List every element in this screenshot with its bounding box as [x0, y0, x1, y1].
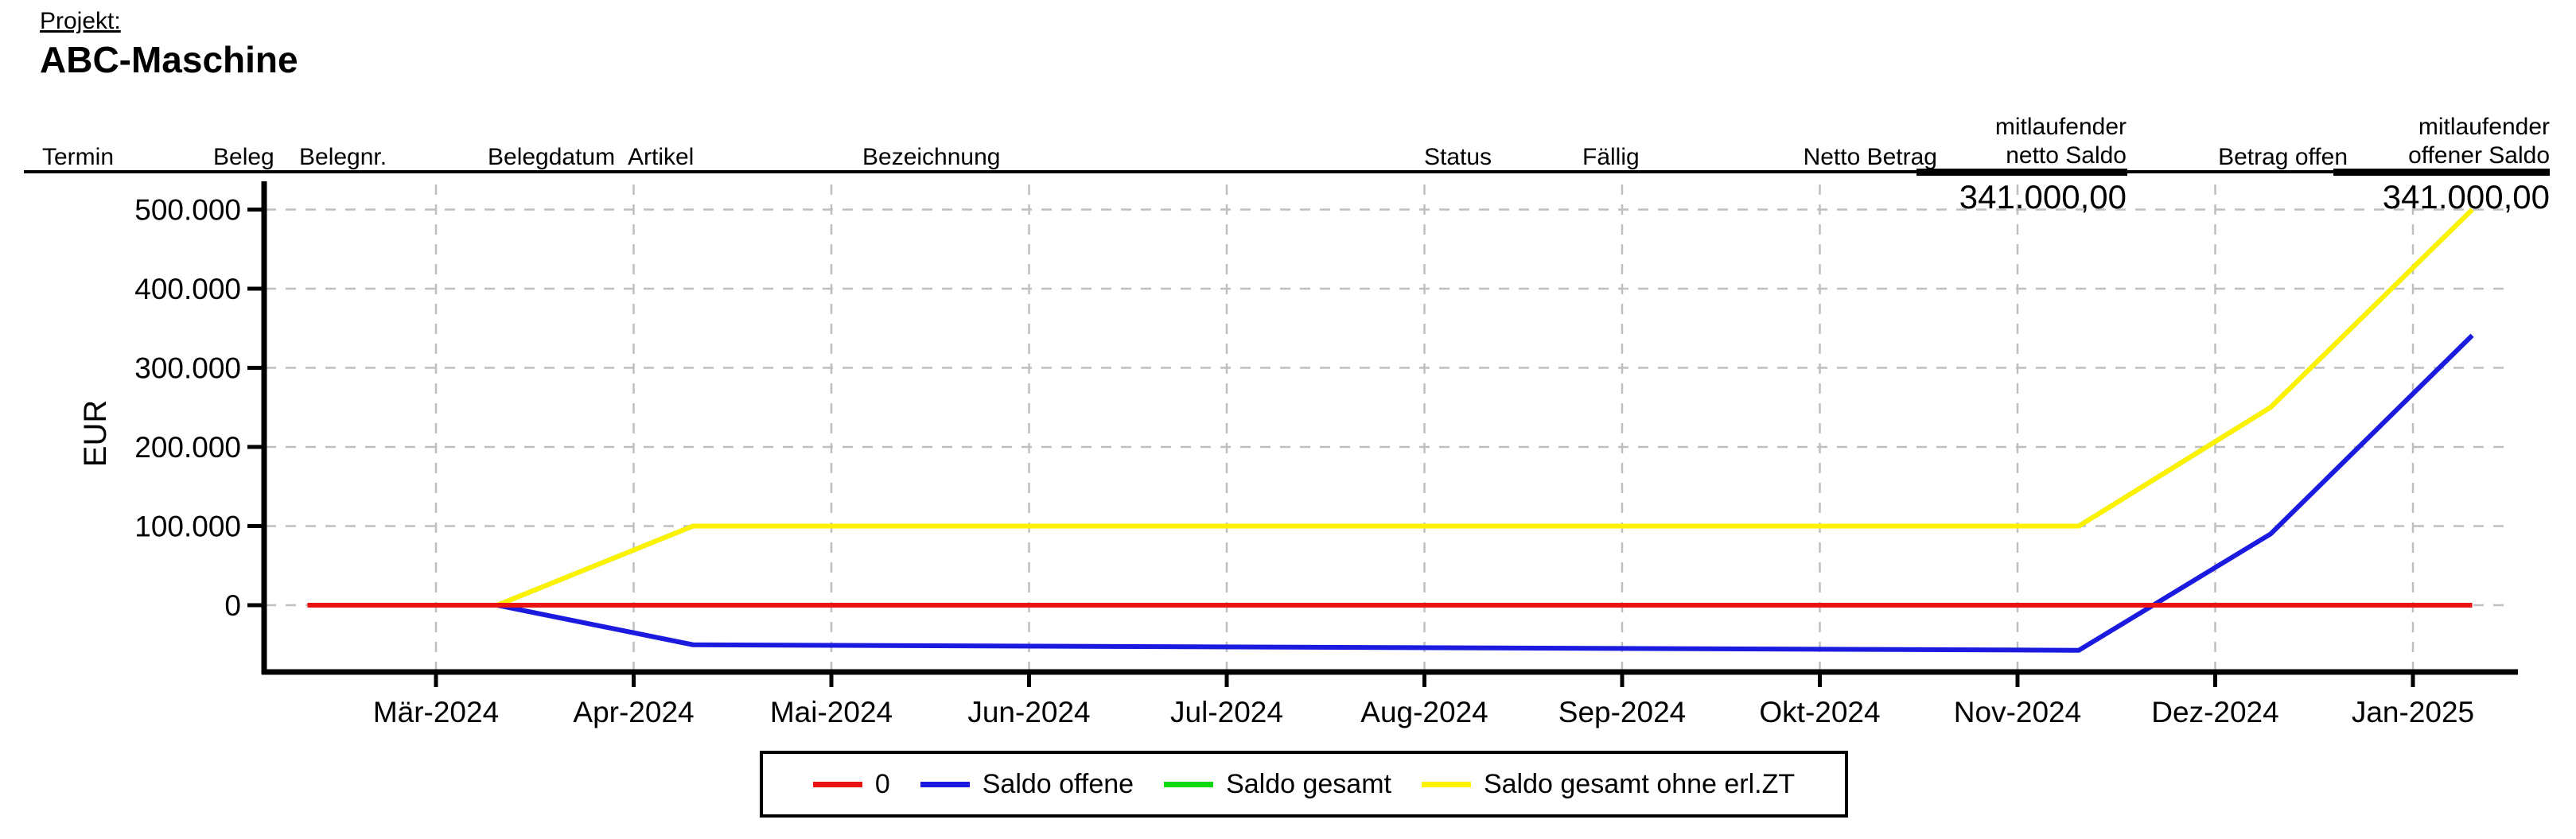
x-tick-label: Jul-2024 — [1170, 696, 1283, 728]
x-tick-label: Aug-2024 — [1360, 696, 1488, 728]
y-tick-label: 400.000 — [134, 273, 241, 305]
column-header-netto-betrag: Netto Betrag — [1803, 144, 1937, 170]
column-header-mitlaufender-offener-saldo: mitlaufender offener Saldo — [2408, 114, 2550, 169]
offener-saldo-underline-bar — [2333, 169, 2550, 176]
y-axis-title: EUR — [78, 400, 113, 467]
x-tick-label: Mai-2024 — [770, 696, 893, 728]
saldo-gesamt-ohne-erlzt-swatch-icon — [1421, 781, 1471, 787]
column-header-faellig: Fällig — [1582, 144, 1640, 170]
netto-saldo-underline-bar — [1916, 169, 2127, 176]
x-tick-label: Nov-2024 — [1954, 696, 2081, 728]
saldo-offene-swatch-icon — [920, 781, 970, 787]
column-header-status: Status — [1424, 144, 1492, 170]
y-tick-label: 0 — [224, 589, 241, 622]
column-header-termin: Termin — [42, 144, 115, 170]
legend-label: 0 — [874, 768, 890, 799]
legend-item-saldo-gesamt: Saldo gesamt — [1164, 769, 1391, 800]
saldo-gesamt-swatch-icon — [1164, 781, 1214, 787]
project-label: Projekt: — [40, 8, 121, 34]
x-tick-label: Sep-2024 — [1558, 696, 1686, 728]
series-line-3 — [307, 208, 2474, 608]
legend-item-zero: 0 — [812, 768, 890, 800]
header-rule — [24, 170, 2550, 173]
x-tick-label: Okt-2024 — [1759, 696, 1880, 728]
zero-line-swatch-icon — [812, 781, 862, 787]
series-layer — [307, 208, 2474, 653]
y-tick-label: 200.000 — [134, 431, 241, 464]
page-title: ABC-Maschine — [40, 39, 298, 80]
legend-label: Saldo gesamt ohne erl.ZT — [1483, 768, 1796, 799]
grid-layer — [266, 185, 2512, 671]
running-netto-saldo-value: 341.000,00 — [1959, 178, 2127, 216]
x-tick-label: Apr-2024 — [573, 696, 694, 728]
column-header-artikel: Artikel — [628, 144, 695, 170]
x-tick-label: Jun-2024 — [967, 696, 1090, 728]
x-tick-label: Jan-2025 — [2352, 696, 2474, 728]
column-header-beleg: Beleg — [213, 144, 274, 170]
running-offener-saldo-value: 341.000,00 — [2382, 178, 2550, 216]
column-header-belegnr: Belegnr. — [299, 144, 387, 170]
x-tick-label: Mär-2024 — [373, 696, 499, 728]
legend-label: Saldo offene — [982, 768, 1134, 799]
legend-item-saldo-gesamt-ohne-erlzt: Saldo gesamt ohne erl.ZT — [1421, 768, 1796, 800]
column-header-belegdatum: Belegdatum — [488, 144, 616, 170]
axis-layer — [247, 181, 2518, 687]
legend-label: Saldo gesamt — [1226, 768, 1391, 799]
y-tick-label: 500.000 — [134, 194, 241, 227]
chart-legend: 0 Saldo offene Saldo gesamt Saldo gesamt… — [760, 751, 1848, 818]
x-tick-label: Dez-2024 — [2151, 696, 2278, 728]
y-tick-label: 100.000 — [134, 511, 241, 543]
series-line-2 — [307, 208, 2474, 608]
column-header-bezeichnung: Bezeichnung — [862, 144, 1001, 170]
legend-item-saldo-offene: Saldo offene — [920, 769, 1134, 800]
y-tick-label: 300.000 — [134, 352, 241, 385]
label-layer: EUR Mär-2024 Apr-2024 Mai-2024 Jun-2024 Jul-… — [78, 194, 2474, 729]
column-header-mitlaufender-netto-saldo: mitlaufender netto Saldo — [1994, 114, 2127, 169]
column-header-betrag-offen: Betrag offen — [2218, 144, 2348, 170]
